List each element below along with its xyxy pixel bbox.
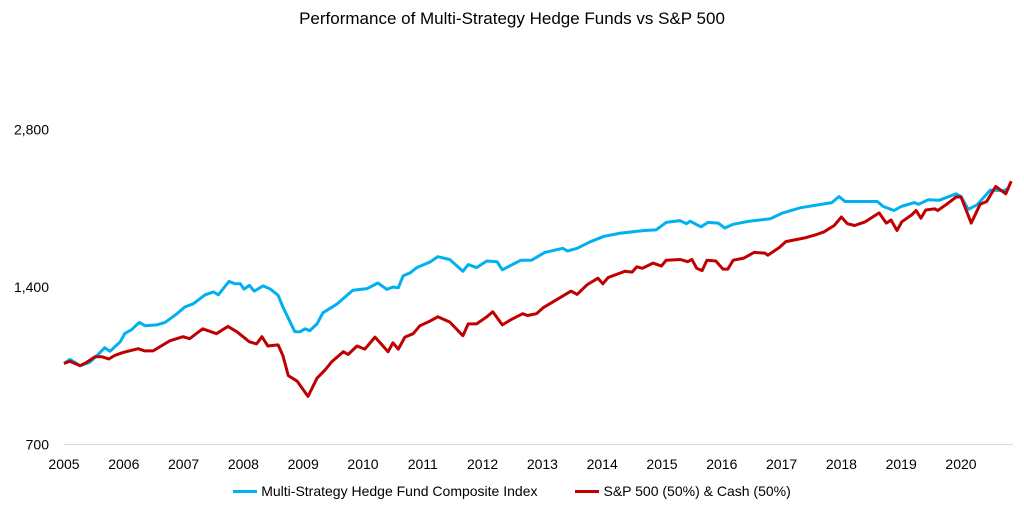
- x-tick-label: 2010: [347, 456, 378, 472]
- x-axis: 2005 2006 2007 2008 2009 2010 2011 2012 2013 2014…: [48, 456, 976, 472]
- legend-item-sp500-cash: S&P 500 (50%) & Cash (50%): [575, 483, 791, 499]
- x-tick-label: 2007: [168, 456, 199, 472]
- x-tick-label: 2012: [467, 456, 498, 472]
- x-tick-label: 2019: [886, 456, 917, 472]
- x-tick-label: 2014: [587, 456, 618, 472]
- x-tick-label: 2005: [48, 456, 79, 472]
- y-tick-label: 1,400: [14, 279, 49, 295]
- x-tick-label: 2017: [766, 456, 797, 472]
- legend: Multi-Strategy Hedge Fund Composite Inde…: [0, 483, 1024, 499]
- x-tick-label: 2009: [288, 456, 319, 472]
- y-tick-label: 2,800: [14, 122, 49, 138]
- x-tick-label: 2011: [408, 456, 438, 472]
- x-tick-label: 2015: [646, 456, 677, 472]
- legend-swatch-hedge-fund: [233, 489, 258, 493]
- series-lines: [63, 180, 1013, 398]
- legend-label-sp500-cash: S&P 500 (50%) & Cash (50%): [603, 483, 791, 499]
- x-tick-label: 2018: [826, 456, 857, 472]
- x-tick-label: 2006: [108, 456, 139, 472]
- legend-swatch-sp500-cash: [575, 489, 600, 493]
- x-tick-label: 2020: [945, 456, 976, 472]
- y-tick-label: 700: [26, 437, 50, 453]
- chart-title: Performance of Multi-Strategy Hedge Fund…: [299, 9, 725, 28]
- series-line-hedge-fund: [63, 187, 1009, 368]
- legend-item-hedge-fund: Multi-Strategy Hedge Fund Composite Inde…: [233, 483, 537, 499]
- x-tick-label: 2016: [706, 456, 737, 472]
- x-tick-label: 2008: [228, 456, 259, 472]
- legend-label-hedge-fund: Multi-Strategy Hedge Fund Composite Inde…: [261, 483, 538, 499]
- y-axis: 700 1,400 2,800: [14, 122, 49, 453]
- x-tick-label: 2013: [527, 456, 558, 472]
- series-line-sp500-cash: [63, 180, 1013, 398]
